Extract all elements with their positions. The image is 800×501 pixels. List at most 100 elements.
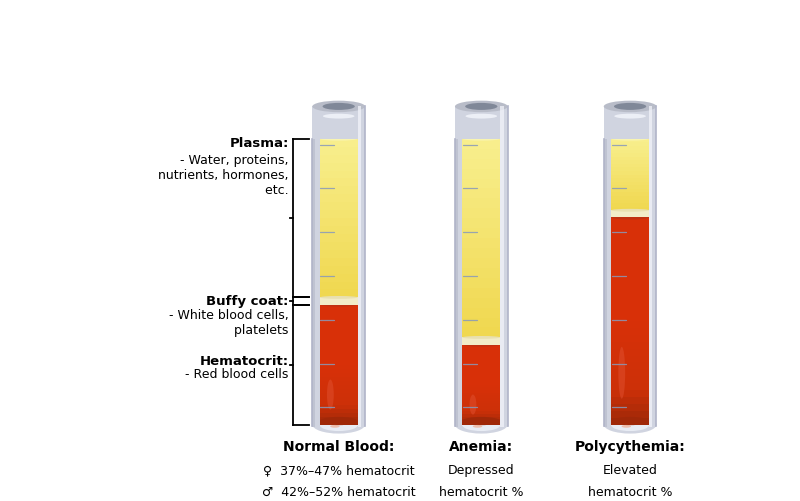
Bar [462,178,500,188]
Bar [611,390,649,397]
Bar [320,408,358,412]
Bar [462,278,500,288]
FancyBboxPatch shape [320,139,358,426]
Bar [320,353,358,357]
Bar [611,185,649,189]
Bar [320,416,358,420]
Bar [462,238,500,248]
Bar [462,258,500,268]
Bar [611,404,649,411]
Bar [611,238,649,245]
FancyBboxPatch shape [312,106,365,427]
Bar [320,305,358,309]
Bar [358,139,365,427]
Bar [611,189,649,192]
Bar [320,369,358,373]
Bar [611,203,649,207]
Bar [500,139,508,427]
Bar [320,210,358,218]
Bar [320,266,358,274]
Bar [462,382,500,385]
Bar [611,164,649,167]
Bar [611,142,649,146]
Bar [462,248,500,258]
Bar [611,210,649,217]
Text: Elevated: Elevated [602,464,658,477]
Text: Normal Blood:: Normal Blood: [283,440,394,454]
Bar [462,403,500,406]
Text: - Water, proteins,
  nutrients, hormones,
  etc.: - Water, proteins, nutrients, hormones, … [150,154,289,197]
Bar [611,300,649,307]
Bar [455,139,462,427]
FancyBboxPatch shape [462,139,500,426]
Bar [611,418,649,424]
Bar [611,207,649,210]
Text: Depressed: Depressed [448,464,514,477]
Bar [462,371,500,374]
Bar [320,234,358,242]
Ellipse shape [320,137,358,141]
Bar [320,385,358,389]
Text: ♂  42%–52% hematocrit: ♂ 42%–52% hematocrit [262,485,415,498]
FancyBboxPatch shape [604,106,657,427]
Bar [611,362,649,369]
Text: ♀  37%–47% hematocrit: ♀ 37%–47% hematocrit [263,464,414,477]
Bar [611,245,649,252]
Bar [462,379,500,382]
Bar [611,224,649,231]
Bar [462,198,500,208]
Bar [320,401,358,404]
Bar [320,397,358,401]
Bar [320,357,358,361]
Bar [320,290,358,298]
Bar [611,217,649,224]
Bar [320,313,358,317]
Bar [462,398,500,401]
Bar [611,182,649,185]
Bar [462,393,500,395]
Bar [320,377,358,381]
Bar [462,298,500,308]
Bar [611,146,649,149]
Bar [462,369,500,371]
Bar [462,366,500,369]
Bar [462,345,500,347]
Bar [462,401,500,403]
Bar [604,139,611,427]
Bar [462,328,500,337]
Ellipse shape [614,103,646,110]
Bar [611,174,649,178]
Bar [320,373,358,377]
Ellipse shape [327,380,334,409]
Bar [462,318,500,328]
Bar [462,347,500,350]
Bar [604,139,606,427]
Ellipse shape [320,419,358,431]
Bar [358,139,361,427]
Ellipse shape [473,425,482,428]
Ellipse shape [322,103,355,110]
Bar [611,280,649,287]
Bar [462,419,500,422]
Bar [649,139,657,427]
Ellipse shape [462,137,500,141]
FancyBboxPatch shape [611,139,649,426]
Bar [320,412,358,416]
Bar [611,294,649,300]
Bar [611,287,649,294]
Bar [320,341,358,345]
Bar [500,106,503,139]
Bar [611,171,649,174]
Bar [455,106,508,139]
Bar [320,194,358,202]
Bar [320,309,358,313]
Ellipse shape [462,417,500,425]
Text: Polycythemia:: Polycythemia: [574,440,686,454]
Text: Buffy coat:: Buffy coat: [206,295,289,308]
Bar [462,385,500,387]
Bar [320,345,358,349]
Bar [611,335,649,342]
Bar [611,273,649,280]
Bar [320,329,358,333]
Text: hematocrit %: hematocrit % [588,485,672,498]
